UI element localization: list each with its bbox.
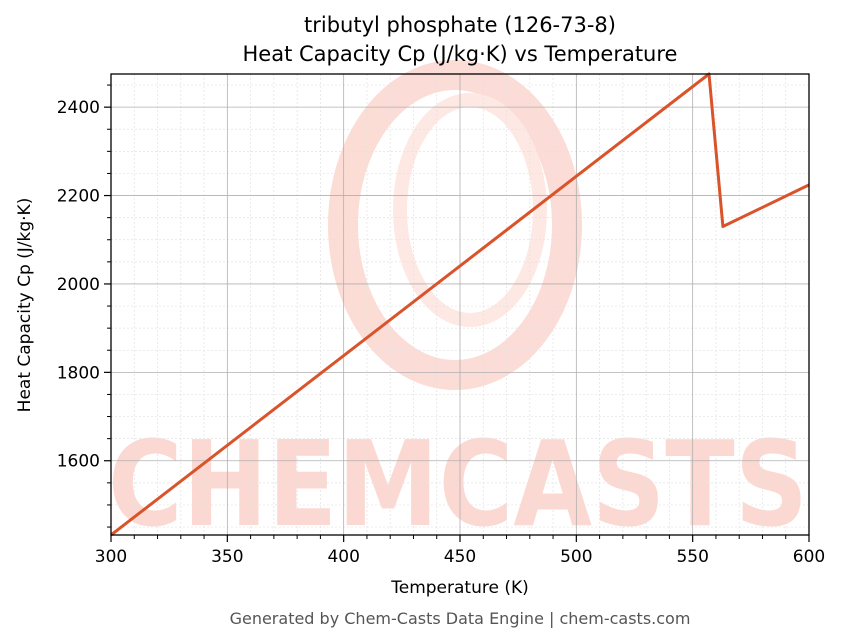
y-axis-ticks: 1600 1800 2000 2200 2400 bbox=[57, 84, 111, 528]
x-axis-ticks: 300 350 400 450 500 550 600 bbox=[95, 535, 825, 567]
x-tick-label: 350 bbox=[211, 547, 243, 567]
watermark: CHEMCASTS bbox=[108, 60, 808, 553]
watermark-logo-swirl bbox=[328, 60, 582, 390]
y-tick-label: 1800 bbox=[57, 363, 100, 383]
y-tick-label: 1600 bbox=[57, 452, 100, 472]
y-axis-label: Heat Capacity Cp (J/kg·K) bbox=[15, 198, 35, 413]
chart-subtitle: Heat Capacity Cp (J/kg·K) vs Temperature bbox=[243, 42, 678, 66]
footer-credit: Generated by Chem-Casts Data Engine | ch… bbox=[230, 609, 691, 628]
x-tick-label: 400 bbox=[327, 547, 359, 567]
y-tick-label: 2200 bbox=[57, 187, 100, 207]
y-tick-label: 2400 bbox=[57, 98, 100, 118]
y-tick-label: 2000 bbox=[57, 275, 100, 295]
x-tick-label: 550 bbox=[676, 547, 708, 567]
x-tick-label: 300 bbox=[95, 547, 127, 567]
chart-title: tributyl phosphate (126-73-8) bbox=[304, 13, 616, 37]
watermark-text: CHEMCASTS bbox=[108, 415, 808, 553]
x-tick-label: 500 bbox=[560, 547, 592, 567]
x-tick-label: 450 bbox=[444, 547, 476, 567]
x-axis-label: Temperature (K) bbox=[390, 578, 529, 598]
x-tick-label: 600 bbox=[793, 547, 825, 567]
series-line bbox=[110, 72, 810, 537]
